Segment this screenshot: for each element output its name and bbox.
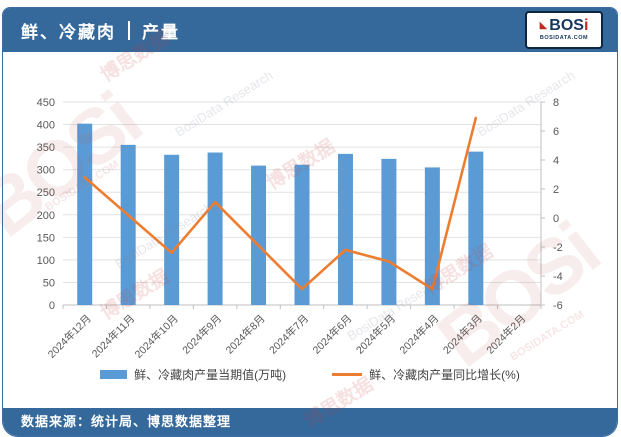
page-title: 鲜、冷藏肉 产量 bbox=[21, 18, 180, 43]
left-axis-label: 350 bbox=[37, 142, 55, 154]
left-axis-label: 0 bbox=[49, 300, 55, 312]
bar bbox=[77, 123, 93, 305]
source-text: 数据来源：统计局、博思数据整理 bbox=[21, 414, 232, 429]
right-axis-label: -2 bbox=[553, 242, 563, 254]
bar bbox=[251, 165, 267, 305]
title-right: 产量 bbox=[142, 22, 180, 42]
legend-item-line: 鲜、冷藏肉产量同比增长(%) bbox=[332, 366, 520, 383]
left-axis-label: 200 bbox=[37, 210, 55, 222]
bar bbox=[207, 152, 223, 305]
combo-chart: 0 50 100 150 200 250 300 350 400 450 -6 -4 -2 0 2 4 6 8 20… bbox=[37, 97, 563, 361]
logo-accent-icon: ◣ bbox=[539, 20, 548, 32]
x-axis-label: 2024年5月 bbox=[353, 312, 398, 357]
x-axis-label: 2024年3月 bbox=[440, 312, 485, 357]
content-frame: 鲜、冷藏肉 产量 ◣ BOS i BOSIDATA.COM 0 50 100 150 200… bbox=[2, 7, 618, 437]
left-axis-label: 150 bbox=[37, 232, 55, 244]
right-axis-label: -6 bbox=[553, 300, 563, 312]
chart-legend: 鲜、冷藏肉产量当期值(万吨) 鲜、冷藏肉产量同比增长(%) bbox=[3, 366, 617, 383]
bar bbox=[120, 144, 136, 305]
left-axis-label: 400 bbox=[37, 120, 55, 132]
line-series bbox=[83, 116, 478, 291]
right-axis-label: 0 bbox=[553, 213, 559, 225]
bar bbox=[337, 153, 353, 305]
right-axis-label: 2 bbox=[553, 184, 559, 196]
x-axis-label: 2024年11月 bbox=[89, 312, 137, 360]
x-axis-label: 2024年10月 bbox=[132, 312, 181, 361]
legend-line-label: 鲜、冷藏肉产量同比增长(%) bbox=[369, 368, 520, 382]
left-axis-label: 450 bbox=[37, 97, 55, 109]
bar bbox=[164, 154, 180, 305]
x-axis-label: 2024年8月 bbox=[223, 312, 268, 357]
logo-brand-text: ◣ BOS i bbox=[539, 17, 589, 35]
title-left: 鲜、冷藏肉 bbox=[21, 22, 116, 42]
x-axis-label: 2024年9月 bbox=[180, 312, 225, 357]
bar bbox=[468, 151, 484, 305]
x-axis-label: 2024年2月 bbox=[484, 312, 529, 357]
right-axis-label: 4 bbox=[553, 155, 559, 167]
bosi-logo: ◣ BOS i BOSIDATA.COM bbox=[525, 11, 603, 49]
x-axis-label: 2024年7月 bbox=[266, 312, 311, 357]
bar-swatch-icon bbox=[100, 370, 128, 379]
left-axis-label: 100 bbox=[37, 255, 55, 267]
left-axis-label: 250 bbox=[37, 187, 55, 199]
left-axis-label: 50 bbox=[43, 277, 55, 289]
source-bar: 数据来源：统计局、博思数据整理 bbox=[3, 408, 617, 436]
right-axis-label: -4 bbox=[553, 271, 563, 283]
x-axis-label: 2024年4月 bbox=[397, 312, 442, 357]
header-bar: 鲜、冷藏肉 产量 ◣ BOS i BOSIDATA.COM bbox=[3, 8, 617, 52]
x-axis-label: 2024年12月 bbox=[45, 312, 94, 361]
logo-site-text: BOSIDATA.COM bbox=[539, 35, 589, 42]
legend-bar-label: 鲜、冷藏肉产量当期值(万吨) bbox=[134, 368, 287, 382]
right-axis-label: 6 bbox=[553, 126, 559, 138]
bar bbox=[381, 158, 397, 305]
chart-area: 0 50 100 150 200 250 300 350 400 450 -6 -4 -2 0 2 4 6 8 20… bbox=[3, 52, 617, 364]
left-axis-label: 300 bbox=[37, 165, 55, 177]
line-swatch-icon bbox=[332, 373, 363, 376]
right-axis-label: 8 bbox=[553, 97, 559, 109]
legend-item-bar: 鲜、冷藏肉产量当期值(万吨) bbox=[100, 366, 286, 383]
title-divider bbox=[128, 20, 130, 40]
bar bbox=[294, 164, 310, 305]
x-axis-label: 2024年6月 bbox=[310, 312, 355, 357]
